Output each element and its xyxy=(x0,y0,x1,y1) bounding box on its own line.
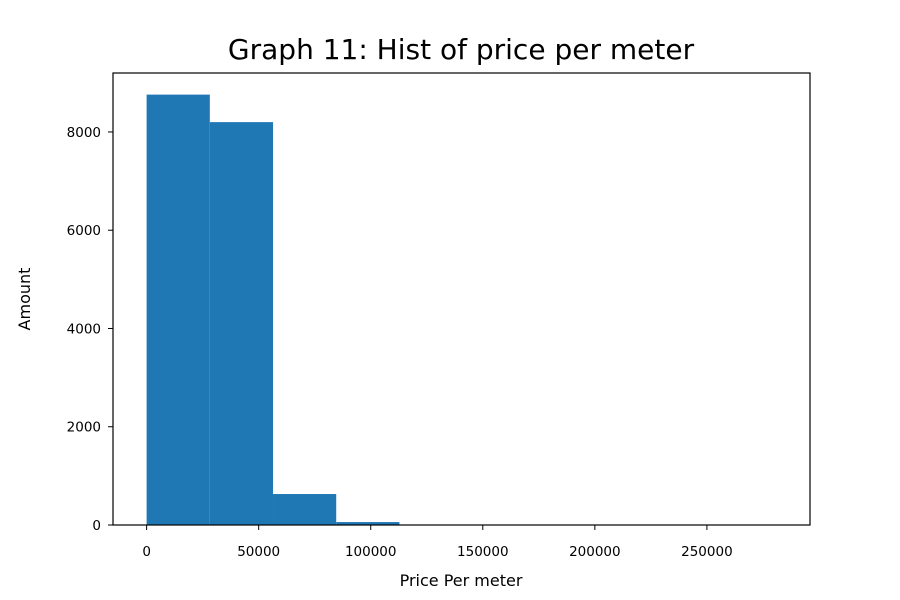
x-axis: 0 50000 100000 150000 200000 250000 xyxy=(142,525,733,560)
histogram-bar xyxy=(336,522,400,525)
y-tick-label: 6000 xyxy=(67,223,101,239)
x-tick-label: 100000 xyxy=(345,544,397,560)
plot-frame xyxy=(112,72,811,526)
x-tick-label: 0 xyxy=(142,544,151,560)
histogram-bar xyxy=(146,94,210,525)
y-axis: 0 2000 4000 6000 8000 xyxy=(67,125,113,534)
x-tick-label: 50000 xyxy=(237,544,280,560)
histogram-bars xyxy=(146,94,779,525)
x-axis-label: Price Per meter xyxy=(400,571,523,590)
y-tick-label: 2000 xyxy=(67,420,101,436)
x-tick-label: 250000 xyxy=(681,544,733,560)
y-tick-label: 4000 xyxy=(67,321,101,337)
y-tick-label: 0 xyxy=(92,518,101,534)
x-tick-label: 200000 xyxy=(569,544,621,560)
histogram-bar xyxy=(209,122,274,525)
y-tick-label: 8000 xyxy=(67,125,101,141)
y-axis-label: Amount xyxy=(15,268,34,331)
x-tick-label: 150000 xyxy=(457,544,509,560)
histogram-bar xyxy=(273,494,337,525)
chart-title: Graph 11: Hist of price per meter xyxy=(228,33,695,66)
